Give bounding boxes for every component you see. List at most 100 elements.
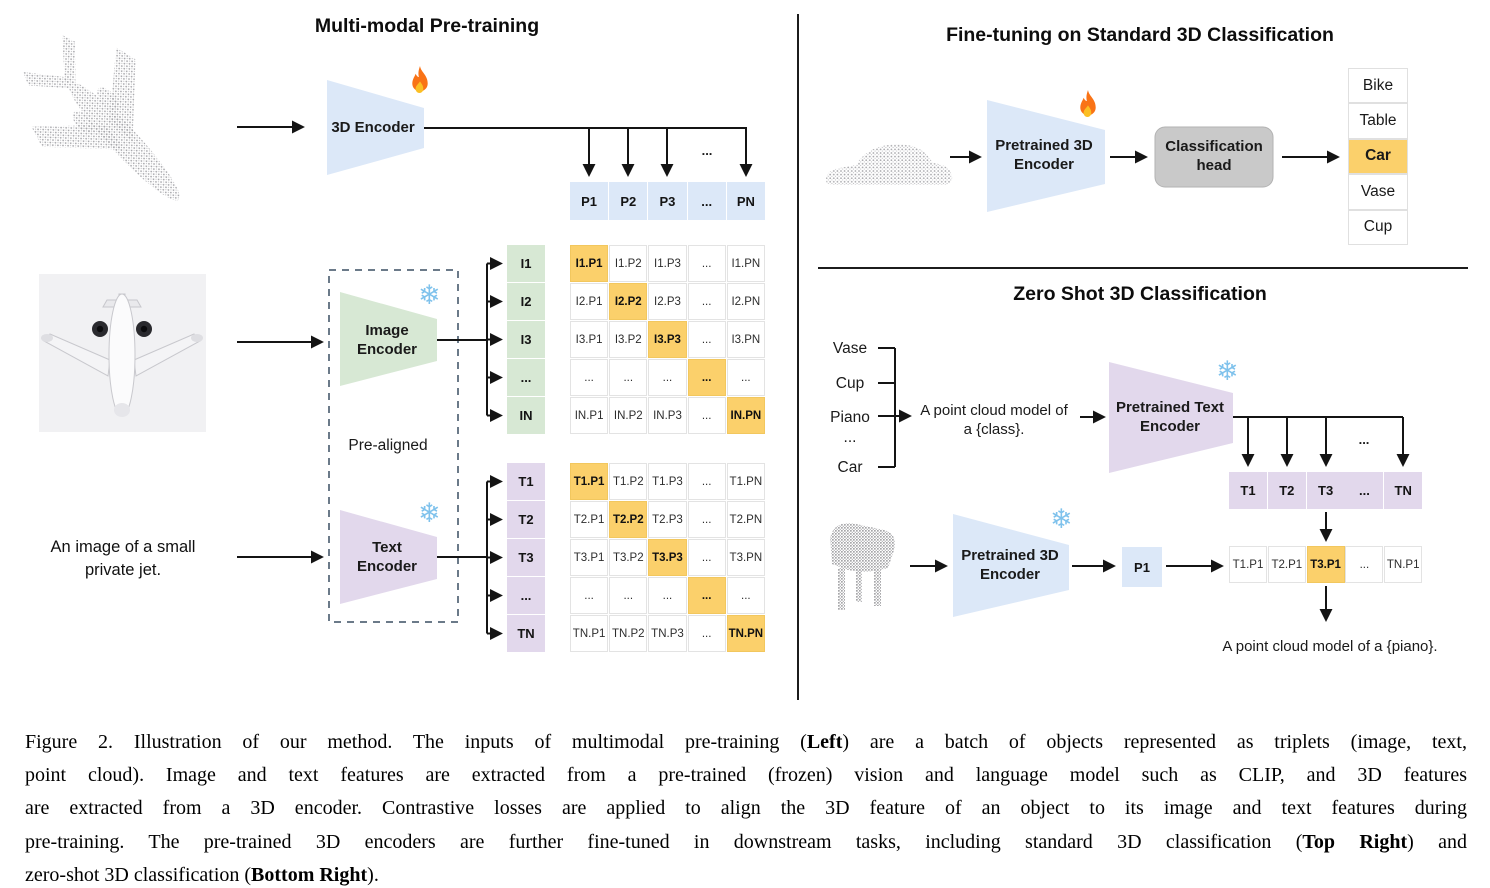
matrix-cell: TN.P3 — [648, 615, 687, 652]
matrix-cell: ... — [687, 501, 726, 538]
matrix-cell: T3.PN — [726, 539, 765, 576]
fire-icon — [1074, 90, 1102, 128]
image-text-prompt: An image of a small private jet. — [50, 538, 196, 579]
matrix-cell: IN.PN — [726, 397, 765, 434]
pre-aligned-dashed-box — [328, 269, 459, 623]
matrix-cell: ... — [609, 577, 648, 614]
point-feature-cell: P1 — [1122, 547, 1162, 587]
class-item-predicted: Car — [1348, 138, 1408, 175]
p-cell: ... — [687, 182, 726, 220]
caption-line: point cloud). Image and text features ar… — [25, 764, 1467, 787]
matrix-cell: I1.P2 — [609, 245, 648, 282]
prompt-class-ellipsis: ... — [843, 429, 857, 446]
text-encoder-shape — [340, 510, 437, 604]
matrix-cell: ... — [687, 397, 726, 434]
image-encoder-label: Image Encoder — [356, 322, 417, 358]
zeroshot-result-caption: A point cloud model of a {piano}. — [1222, 638, 1438, 655]
text-encoder-label: Text Encoder — [356, 539, 417, 575]
panel-dividers — [797, 14, 1468, 700]
similarity-cell: ... — [1345, 546, 1384, 583]
finetune-encoder-label: Pretrained 3D Encoder — [995, 137, 1093, 173]
p-cell: P1 — [570, 182, 609, 220]
encoder-3d-label: 3D Encoder — [331, 119, 415, 136]
t-cell: ... — [507, 577, 545, 614]
matrix-cell: T2.P2 — [609, 501, 648, 538]
zeroshot-text-encoder-shape — [1109, 362, 1233, 473]
similarity-cell: T2.P1 — [1267, 546, 1306, 583]
pretraining-title: Multi-modal Pre-training — [314, 15, 540, 37]
p-cell: P3 — [648, 182, 687, 220]
t-cell: T3 — [1306, 472, 1345, 509]
matrix-cell: TN.P2 — [609, 615, 648, 652]
prompt-class: Car — [837, 459, 863, 476]
i-cell: I1 — [507, 245, 545, 282]
t-cell: T1 — [507, 463, 545, 500]
pre-aligned-label: Pre-aligned — [348, 437, 428, 454]
encoder-3d-shape — [327, 80, 424, 175]
zeroshot-text-encoder-label: Pretrained Text Encoder — [1115, 399, 1225, 435]
matrix-cell: ... — [687, 539, 726, 576]
matrix-cell: T3.P1 — [570, 539, 609, 576]
piano-point-cloud — [830, 523, 895, 610]
matrix-cell: ... — [648, 359, 687, 396]
class-item: Bike — [1348, 68, 1408, 104]
airplane-point-cloud — [22, 34, 180, 201]
matrix-cell: T1.P2 — [609, 463, 648, 500]
snowflake-icon: ❄ — [418, 280, 441, 310]
prompt-class: Vase — [832, 340, 868, 357]
classification-head-label: Classification head — [1165, 138, 1263, 174]
matrix-cell: IN.P1 — [570, 397, 609, 434]
diagram-canvas — [22, 14, 1468, 700]
point-feature-row: P1 P2 P3 ... PN — [570, 182, 765, 220]
matrix-cell: T2.P3 — [648, 501, 687, 538]
t-cell: T2 — [507, 501, 545, 538]
matrix-cell: ... — [687, 321, 726, 358]
t-cell: T1 — [1229, 472, 1267, 509]
caption-line: zero-shot 3D classification (Bottom Righ… — [25, 863, 379, 886]
text-point-similarity-matrix: T1.P1 T1.P2 T1.P3 ... T1.PN T2.P1 T2.P2 … — [570, 463, 765, 652]
matrix-cell: I1.P1 — [570, 245, 609, 282]
text-prompt-template: A point cloud model of a {class}. — [920, 402, 1068, 438]
matrix-cell: ... — [687, 615, 726, 652]
class-list: Bike Table Car Vase Cup — [1348, 68, 1408, 245]
matrix-cell: ... — [609, 359, 648, 396]
zeroshot-encoder-label: Pretrained 3D Encoder — [961, 547, 1059, 583]
zeroshot-text-feature-row: T1 T2 T3 ... TN — [1229, 472, 1423, 509]
similarity-cell-matched: T3.P1 — [1306, 546, 1345, 583]
image-encoder-shape — [340, 292, 437, 386]
p-cell: PN — [726, 182, 765, 220]
caption-line: Figure 2. Illustration of our method. Th… — [25, 731, 1467, 753]
i-cell: I3 — [507, 321, 545, 358]
figure-caption: Figure 2. Illustration of our method. Th… — [25, 726, 1467, 888]
image-feature-column: I1 I2 I3 ... IN — [507, 245, 545, 434]
matrix-cell: I3.P3 — [648, 321, 687, 358]
matrix-cell: ... — [648, 577, 687, 614]
i-cell: ... — [507, 359, 545, 396]
finetuning-title: Fine-tuning on Standard 3D Classificatio… — [946, 24, 1334, 46]
similarity-cell: TN.P1 — [1384, 546, 1423, 583]
matrix-cell: ... — [726, 577, 765, 614]
matrix-cell: I1.PN — [726, 245, 765, 282]
caption-line: are extracted from a 3D encoder. Contras… — [25, 797, 1467, 820]
matrix-cell: ... — [570, 577, 609, 614]
matrix-cell: IN.P2 — [609, 397, 648, 434]
matrix-cell: I1.P3 — [648, 245, 687, 282]
prompt-class: Piano — [830, 409, 870, 426]
classification-head-shape — [1154, 126, 1274, 188]
fire-icon — [406, 66, 434, 104]
matrix-cell: T3.P2 — [609, 539, 648, 576]
matrix-cell: ... — [687, 283, 726, 320]
class-item: Cup — [1348, 209, 1408, 245]
matrix-cell: I3.PN — [726, 321, 765, 358]
connector-lines — [237, 120, 1410, 640]
matrix-cell: ... — [726, 359, 765, 396]
matrix-cell: ... — [687, 577, 726, 614]
p-row-ellipsis: ... — [701, 143, 713, 158]
snowflake-icon: ❄ — [1050, 504, 1073, 534]
matrix-cell: T3.P3 — [648, 539, 687, 576]
t-cell: T3 — [507, 539, 545, 576]
t-cell: T2 — [1267, 472, 1306, 509]
i-cell: I2 — [507, 283, 545, 320]
matrix-cell: T1.PN — [726, 463, 765, 500]
